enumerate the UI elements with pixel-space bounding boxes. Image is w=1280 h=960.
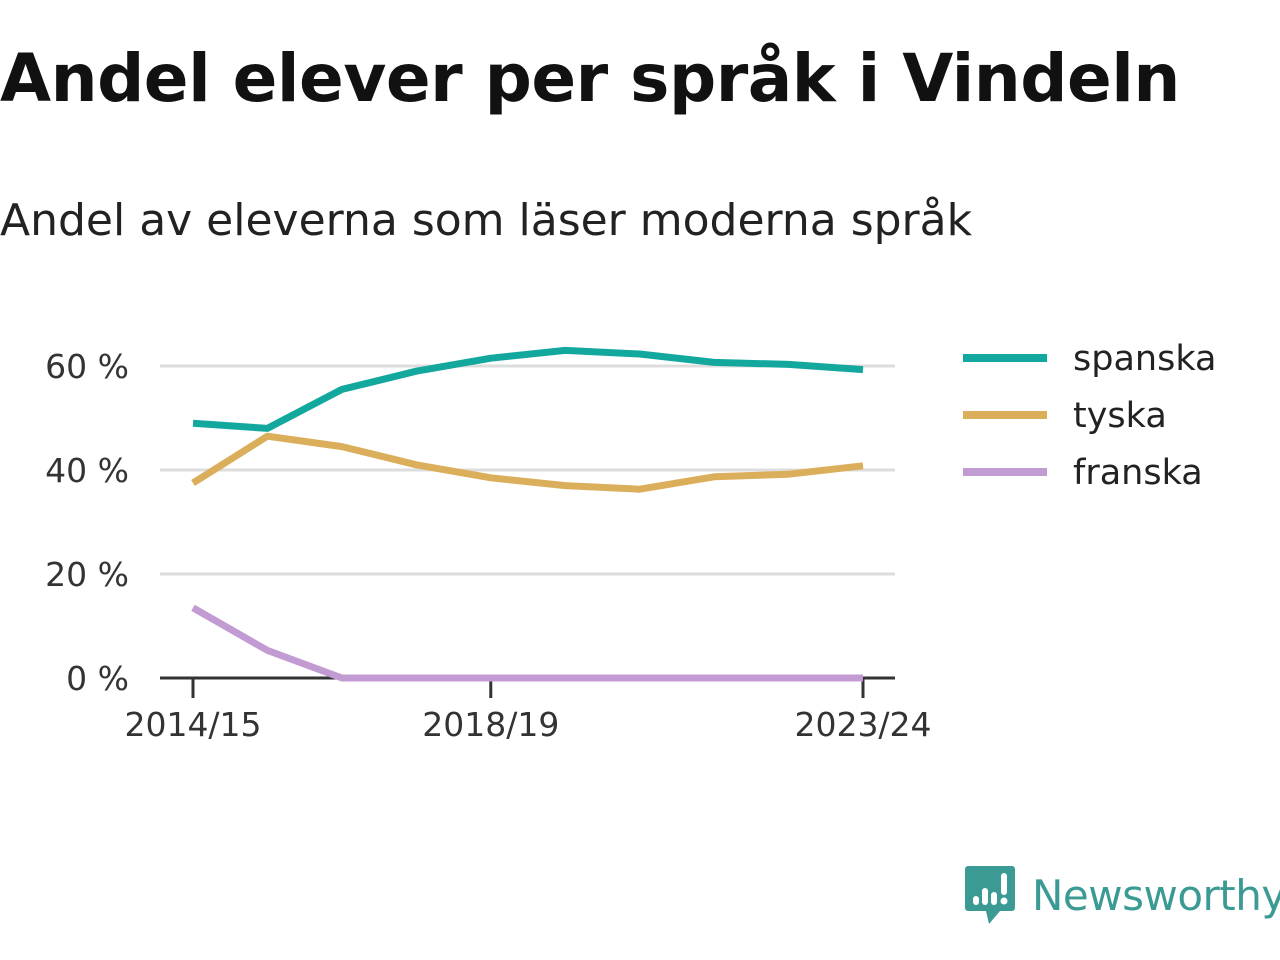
series-line-tyska — [191, 432, 864, 493]
legend-label-spanska: spanska — [1073, 339, 1216, 379]
brand-name: Newsworthy — [1032, 870, 1280, 920]
series-lines — [191, 346, 864, 682]
newsworthy-logo-icon — [965, 866, 1015, 924]
x-tick-label-2014/15: 2014/15 — [124, 705, 261, 744]
x-tick-label-2018/19: 2018/19 — [422, 705, 559, 744]
chart-subtitle: Andel av eleverna som läser moderna språ… — [0, 195, 973, 246]
y-tick-label-40: 40 % — [45, 451, 129, 490]
y-tick-label-20: 20 % — [45, 555, 129, 594]
series-line-franska — [191, 604, 863, 682]
y-axis-tick-labels: 0 % 20 % 40 % 60 % — [45, 347, 129, 698]
x-axis: 2014/15 2018/19 2023/24 — [124, 676, 932, 744]
x-tick-label-2023/24: 2023/24 — [794, 705, 931, 744]
series-line-spanska — [192, 346, 864, 432]
legend: spanska tyska franska — [963, 339, 1216, 493]
y-tick-label-60: 60 % — [45, 347, 129, 386]
legend-label-tyska: tyska — [1073, 396, 1167, 436]
legend-label-franska: franska — [1073, 453, 1203, 493]
chart-title: Andel elever per språk i Vindeln — [0, 40, 1180, 117]
brand-logo: Newsworthy — [964, 864, 1280, 926]
gridlines — [160, 364, 895, 576]
y-tick-label-0: 0 % — [66, 659, 129, 698]
